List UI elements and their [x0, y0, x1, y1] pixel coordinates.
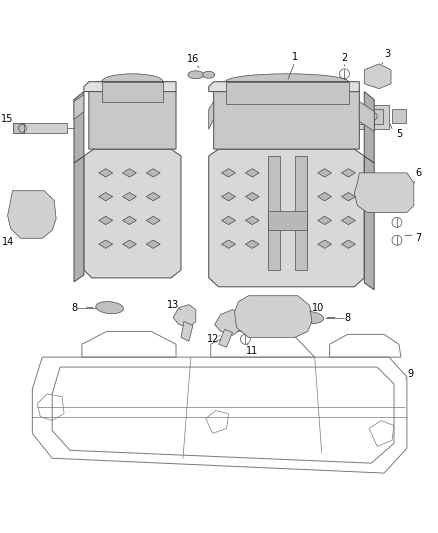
Polygon shape — [295, 156, 307, 270]
Polygon shape — [354, 173, 414, 213]
Polygon shape — [99, 216, 113, 224]
Polygon shape — [74, 156, 84, 282]
Polygon shape — [74, 92, 84, 163]
Polygon shape — [89, 82, 176, 149]
Bar — [92, 263, 173, 275]
Circle shape — [362, 111, 372, 122]
Polygon shape — [99, 192, 113, 201]
Polygon shape — [342, 240, 355, 248]
Text: 5: 5 — [396, 129, 402, 139]
Bar — [346, 109, 383, 124]
Polygon shape — [209, 149, 364, 287]
Circle shape — [226, 272, 234, 280]
Polygon shape — [245, 240, 259, 248]
Polygon shape — [123, 192, 136, 201]
Polygon shape — [99, 169, 113, 177]
Polygon shape — [102, 82, 163, 101]
Ellipse shape — [96, 302, 124, 313]
Polygon shape — [342, 169, 355, 177]
Bar — [97, 141, 168, 149]
Polygon shape — [222, 216, 236, 224]
Polygon shape — [364, 156, 374, 290]
Text: 6: 6 — [416, 168, 422, 178]
Polygon shape — [74, 94, 84, 119]
Polygon shape — [268, 156, 280, 270]
Polygon shape — [123, 216, 136, 224]
Polygon shape — [7, 191, 56, 238]
Polygon shape — [318, 169, 332, 177]
Text: 12: 12 — [206, 334, 219, 344]
Bar — [339, 104, 389, 130]
Ellipse shape — [188, 71, 204, 79]
Text: 3: 3 — [384, 49, 390, 59]
Polygon shape — [245, 169, 259, 177]
Polygon shape — [215, 310, 240, 335]
Bar — [219, 149, 355, 157]
Polygon shape — [318, 192, 332, 201]
Polygon shape — [342, 192, 355, 201]
Circle shape — [343, 272, 351, 280]
Ellipse shape — [226, 74, 348, 90]
Polygon shape — [181, 321, 193, 341]
Text: 2: 2 — [341, 53, 348, 63]
Circle shape — [98, 265, 106, 273]
Text: 15: 15 — [1, 115, 14, 124]
Bar — [13, 123, 25, 133]
Ellipse shape — [203, 71, 215, 78]
Text: 7: 7 — [416, 233, 422, 243]
Text: 8: 8 — [344, 312, 350, 322]
Polygon shape — [318, 240, 332, 248]
Polygon shape — [84, 82, 176, 92]
Polygon shape — [364, 92, 374, 163]
Text: 14: 14 — [1, 237, 14, 247]
Polygon shape — [219, 329, 233, 348]
Bar — [13, 123, 67, 133]
Circle shape — [160, 265, 168, 273]
Text: 10: 10 — [311, 303, 324, 313]
Text: 16: 16 — [187, 54, 199, 64]
Text: 9: 9 — [408, 369, 414, 379]
Polygon shape — [364, 64, 391, 88]
Polygon shape — [84, 149, 181, 278]
Polygon shape — [146, 169, 160, 177]
Polygon shape — [146, 216, 160, 224]
Polygon shape — [318, 216, 332, 224]
Polygon shape — [222, 192, 236, 201]
Polygon shape — [209, 101, 214, 130]
Polygon shape — [245, 192, 259, 201]
Bar — [392, 109, 406, 123]
Polygon shape — [214, 82, 359, 149]
Ellipse shape — [296, 311, 324, 324]
Polygon shape — [99, 240, 113, 248]
Polygon shape — [342, 216, 355, 224]
Polygon shape — [226, 82, 350, 103]
Polygon shape — [268, 211, 307, 230]
Text: 1: 1 — [292, 52, 298, 62]
Bar — [219, 270, 355, 282]
Polygon shape — [359, 101, 374, 131]
Bar — [92, 156, 173, 263]
Polygon shape — [146, 192, 160, 201]
Ellipse shape — [102, 74, 163, 90]
Polygon shape — [245, 216, 259, 224]
Polygon shape — [222, 240, 236, 248]
Polygon shape — [173, 305, 196, 327]
Text: 8: 8 — [71, 303, 77, 313]
Polygon shape — [209, 82, 359, 92]
Polygon shape — [146, 240, 160, 248]
Polygon shape — [234, 296, 312, 337]
Polygon shape — [123, 240, 136, 248]
Text: 11: 11 — [246, 346, 258, 356]
Text: 13: 13 — [167, 300, 179, 310]
Bar — [248, 304, 298, 316]
Polygon shape — [123, 169, 136, 177]
Polygon shape — [222, 169, 236, 177]
